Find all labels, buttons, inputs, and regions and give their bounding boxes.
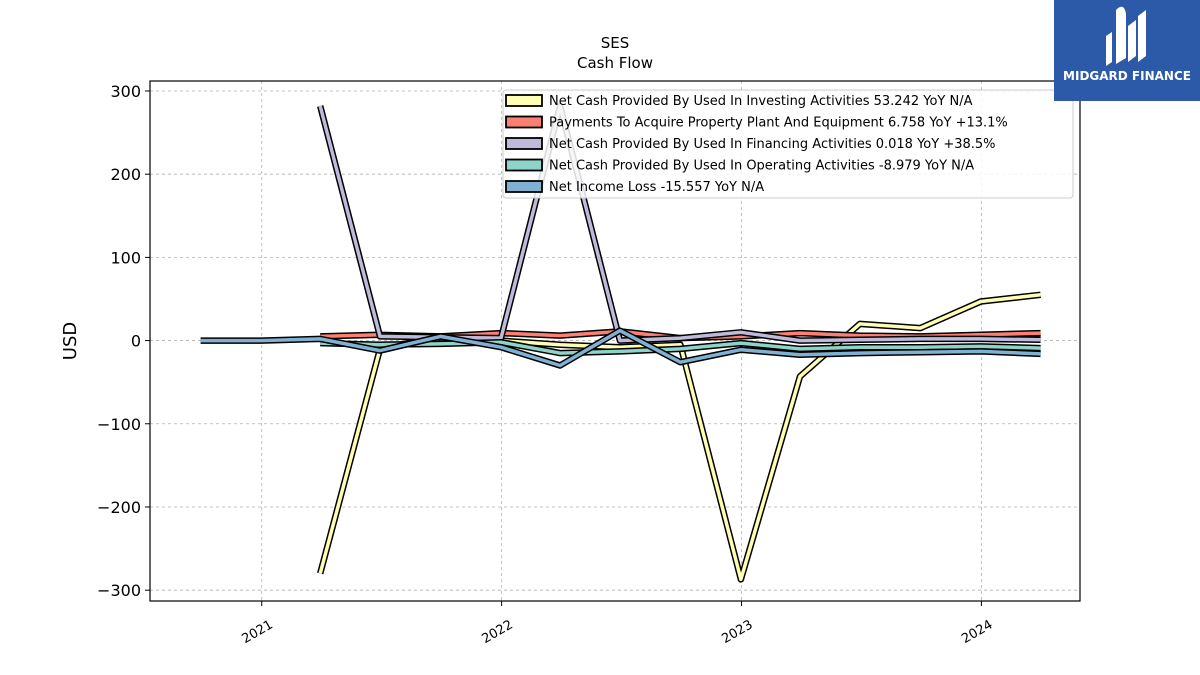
series-line: [320, 340, 1041, 355]
legend-swatch: [505, 180, 543, 193]
legend-swatch: [505, 94, 543, 107]
legend: Net Cash Provided By Used In Investing A…: [502, 89, 1074, 199]
legend-swatch: [505, 137, 543, 150]
y-tick-label: −100: [97, 415, 141, 434]
series-3: [320, 338, 1041, 357]
legend-entry: Net Cash Provided By Used In Investing A…: [549, 94, 973, 109]
legend-box: [502, 89, 1074, 199]
series-lines: [200, 102, 1041, 583]
y-tick-label: −300: [97, 581, 141, 600]
legend-entry: Payments To Acquire Property Plant And E…: [549, 116, 1008, 131]
chart-title: SES: [601, 34, 630, 52]
logo-mark-icon: [1106, 6, 1146, 66]
y-tick-label: −200: [97, 498, 141, 517]
y-axis-label: USD: [60, 322, 81, 360]
logo-text: MIDGARD FINANCE: [1063, 69, 1191, 83]
legend-swatch: [505, 115, 543, 129]
x-tick-label: 2022: [479, 617, 515, 647]
x-tick-label: 2023: [719, 617, 755, 647]
y-tick-label: 300: [110, 82, 141, 101]
y-tick-label: 100: [110, 248, 141, 267]
series-line: [200, 328, 1041, 368]
legend-entry: Net Cash Provided By Used In Financing A…: [549, 137, 996, 152]
series-4: [200, 327, 1041, 369]
chart-subtitle: Cash Flow: [577, 54, 653, 72]
legend-entry: Net Cash Provided By Used In Operating A…: [549, 159, 974, 174]
x-tick-label: 2021: [240, 617, 276, 647]
legend-swatch: [505, 158, 543, 172]
x-tick-label: 2024: [959, 617, 995, 647]
legend-entry: Net Income Loss -15.557 YoY N/A: [549, 180, 764, 195]
midgard-finance-logo: MIDGARD FINANCE: [1054, 0, 1200, 101]
y-tick-label: 0: [131, 332, 141, 351]
y-tick-label: 200: [110, 165, 141, 184]
